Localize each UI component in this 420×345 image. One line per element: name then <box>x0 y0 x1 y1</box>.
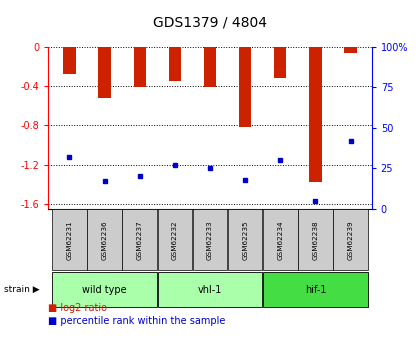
Bar <box>158 209 192 270</box>
Text: ■ percentile rank within the sample: ■ percentile rank within the sample <box>48 316 226 326</box>
Text: GSM62237: GSM62237 <box>136 220 143 259</box>
Bar <box>123 209 157 270</box>
Bar <box>193 209 227 270</box>
Bar <box>274 47 286 78</box>
Text: GSM62234: GSM62234 <box>277 220 284 259</box>
Text: vhl-1: vhl-1 <box>198 285 222 295</box>
Bar <box>344 47 357 53</box>
Text: GSM62232: GSM62232 <box>172 220 178 259</box>
Bar <box>333 209 368 270</box>
Text: wild type: wild type <box>82 285 127 295</box>
Text: strain ▶: strain ▶ <box>4 285 40 294</box>
Bar <box>169 47 181 81</box>
Text: GSM62233: GSM62233 <box>207 220 213 259</box>
Bar <box>158 272 262 307</box>
Bar <box>204 47 216 87</box>
Bar <box>63 47 76 74</box>
Bar <box>52 209 87 270</box>
Text: GSM62235: GSM62235 <box>242 220 248 259</box>
Bar <box>134 47 146 87</box>
Bar <box>98 47 111 98</box>
Text: GSM62239: GSM62239 <box>348 220 354 259</box>
Bar <box>52 272 157 307</box>
Bar <box>309 47 322 182</box>
Text: hif-1: hif-1 <box>304 285 326 295</box>
Text: GSM62238: GSM62238 <box>312 220 318 259</box>
Text: ■ log2 ratio: ■ log2 ratio <box>48 303 107 313</box>
Bar <box>263 209 297 270</box>
Bar <box>239 47 251 127</box>
Bar <box>87 209 122 270</box>
Bar <box>263 272 368 307</box>
Text: GDS1379 / 4804: GDS1379 / 4804 <box>153 16 267 30</box>
Bar <box>298 209 333 270</box>
Bar <box>228 209 262 270</box>
Text: GSM62231: GSM62231 <box>66 220 72 259</box>
Text: GSM62236: GSM62236 <box>102 220 108 259</box>
